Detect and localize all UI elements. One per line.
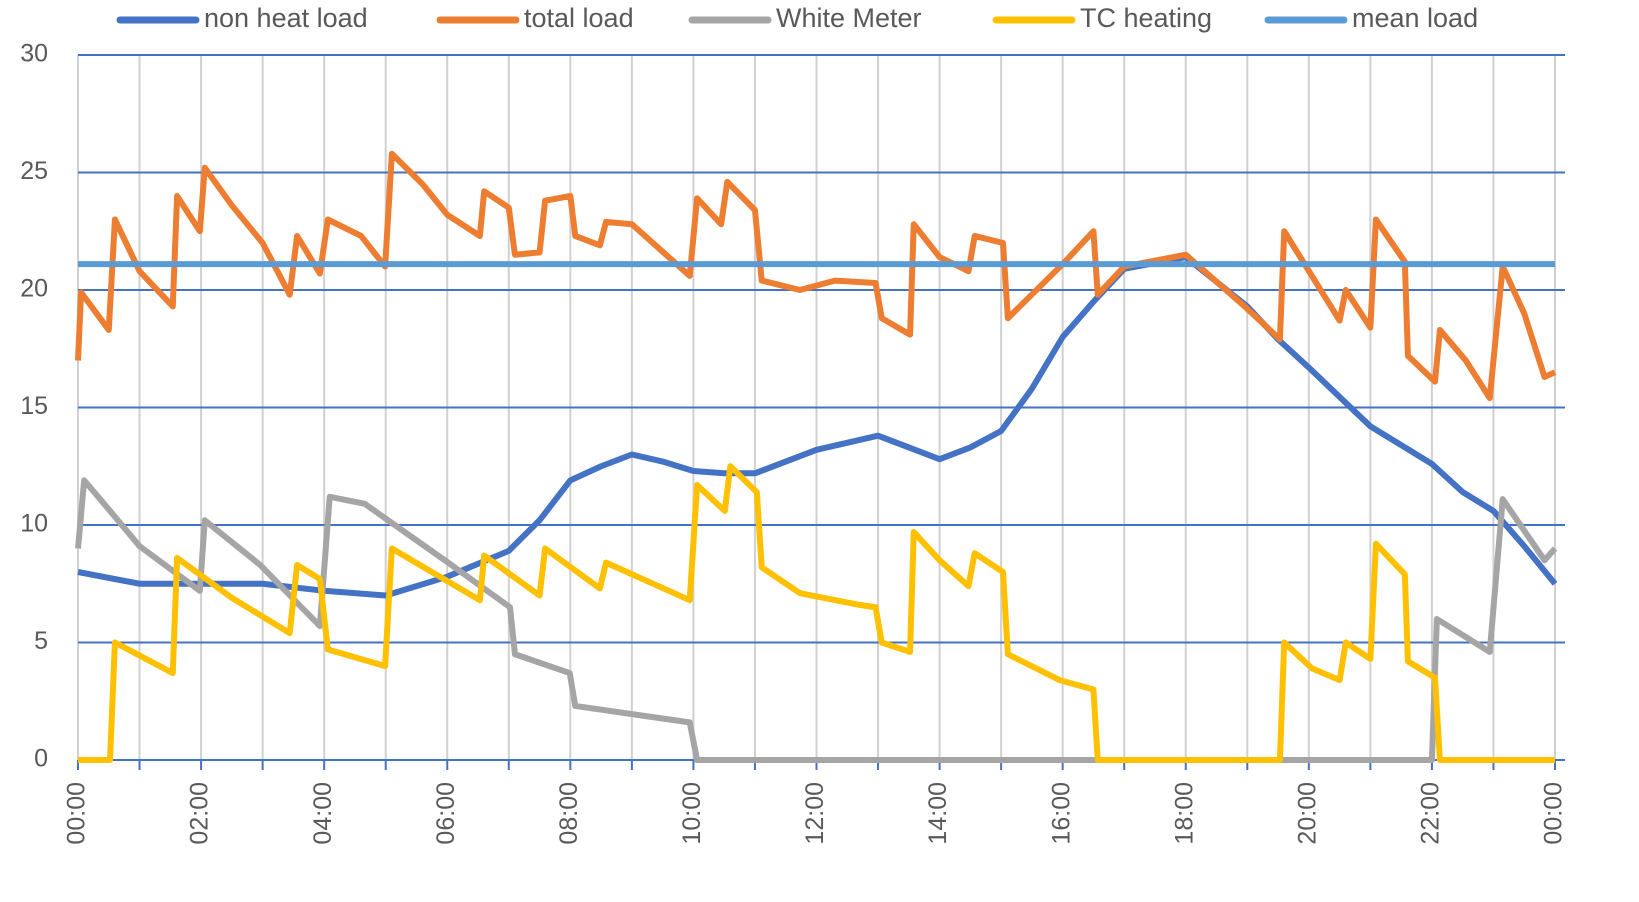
x-tick-label: 00:00	[63, 782, 91, 845]
x-tick-label: 00:00	[1540, 782, 1568, 845]
series-line	[77, 254, 1558, 599]
x-tick-label: 16:00	[1047, 782, 1075, 845]
x-tick-label: 14:00	[924, 782, 952, 845]
x-tick-label: 20:00	[1293, 782, 1321, 845]
x-tick-label: 22:00	[1417, 782, 1445, 845]
series-line	[75, 477, 1558, 763]
x-tick-label: 04:00	[309, 782, 337, 845]
x-tick-label: 12:00	[801, 782, 829, 845]
series-line	[78, 463, 1555, 763]
y-tick-label: 20	[20, 275, 48, 303]
x-tick-label: 08:00	[555, 782, 583, 845]
legend-item: mean load	[1264, 3, 1478, 33]
legend-label: non heat load	[204, 3, 368, 33]
legend-item: TC heating	[992, 3, 1212, 33]
legend-label: TC heating	[1080, 3, 1212, 33]
y-tick-label: 25	[20, 157, 48, 185]
x-tick-label: 02:00	[186, 782, 214, 845]
legend-item: White Meter	[688, 3, 922, 33]
x-tick-label: 18:00	[1170, 782, 1198, 845]
y-tick-label: 0	[34, 745, 48, 773]
y-tick-label: 10	[20, 510, 48, 538]
x-tick-label: 10:00	[678, 782, 706, 845]
y-tick-label: 5	[34, 627, 48, 655]
y-tick-label: 30	[20, 40, 48, 68]
legend-label: White Meter	[776, 3, 922, 33]
x-tick-label: 06:00	[432, 782, 460, 845]
legend-item: non heat load	[116, 3, 368, 33]
y-tick-label: 15	[20, 392, 48, 420]
legend-item: total load	[436, 3, 634, 33]
legend-label: total load	[524, 3, 634, 33]
legend-label: mean load	[1352, 3, 1478, 33]
